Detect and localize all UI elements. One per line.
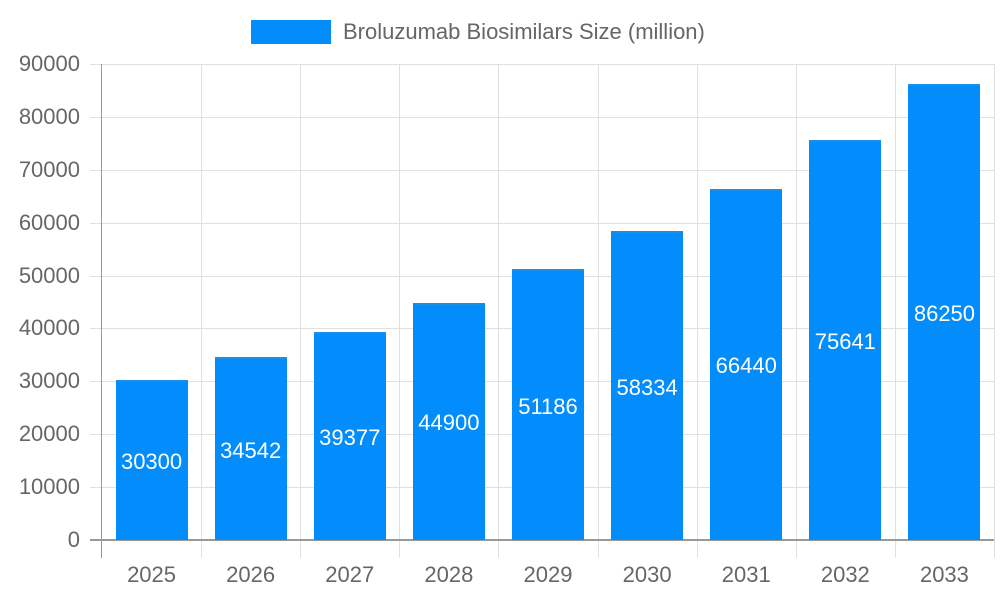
bar-value-label: 66440 bbox=[715, 353, 777, 379]
x-axis-tick-label: 2030 bbox=[622, 562, 672, 587]
bar[interactable]: 51186 bbox=[512, 269, 584, 540]
y-axis-tick-label: 70000 bbox=[18, 156, 80, 182]
gridline-vertical bbox=[498, 64, 499, 558]
x-axis-tick-label: 2033 bbox=[919, 562, 969, 587]
x-axis-tick-label: 2027 bbox=[325, 562, 375, 587]
bar-value-label: 51186 bbox=[518, 393, 578, 419]
gridline-horizontal bbox=[90, 170, 994, 171]
bar-value-label: 58334 bbox=[616, 374, 678, 400]
y-axis-tick-label: 90000 bbox=[18, 51, 80, 76]
y-axis-tick-label: 40000 bbox=[18, 315, 80, 341]
gridline-vertical bbox=[598, 64, 599, 558]
x-axis bbox=[90, 539, 994, 541]
gridline-horizontal bbox=[90, 223, 994, 224]
x-axis-tick-label: 2026 bbox=[226, 562, 276, 587]
gridline-vertical bbox=[796, 64, 797, 558]
y-axis-tick-label: 50000 bbox=[18, 262, 80, 288]
bar[interactable]: 30300 bbox=[115, 379, 188, 540]
x-axis-tick-label: 2025 bbox=[127, 562, 177, 587]
bar-value-label: 34542 bbox=[220, 437, 282, 463]
bar[interactable]: 34542 bbox=[214, 357, 287, 540]
legend-label: Broluzumab Biosimilars Size (million) bbox=[343, 19, 705, 44]
y-axis-tick-label: 10000 bbox=[18, 474, 80, 500]
bar-value-label: 30300 bbox=[120, 448, 183, 474]
gridline-vertical bbox=[201, 64, 202, 558]
y-axis bbox=[101, 64, 102, 558]
x-axis-tick-label: 2032 bbox=[820, 562, 870, 587]
gridline-horizontal bbox=[90, 64, 994, 65]
gridline-vertical bbox=[895, 64, 896, 558]
gridline-vertical bbox=[994, 64, 995, 558]
chart-legend[interactable]: Broluzumab Biosimilars Size (million) bbox=[251, 19, 705, 44]
y-axis-tick-label: 30000 bbox=[18, 368, 80, 394]
legend-swatch bbox=[251, 20, 331, 44]
gridline-vertical bbox=[697, 64, 698, 558]
x-axis-tick-label: 2028 bbox=[424, 562, 474, 587]
gridline-vertical bbox=[300, 64, 301, 558]
y-axis-tick-label: 20000 bbox=[18, 421, 80, 447]
x-axis-tick-label: 2031 bbox=[721, 562, 771, 587]
bar[interactable]: 66440 bbox=[710, 188, 783, 540]
gridline-vertical bbox=[399, 64, 400, 558]
bar-value-label: 39377 bbox=[319, 424, 381, 450]
gridline-horizontal bbox=[90, 117, 994, 118]
bar-value-label: 44900 bbox=[418, 410, 480, 436]
bar-value-label: 75641 bbox=[814, 328, 876, 354]
bar[interactable]: 39377 bbox=[313, 331, 386, 540]
bar[interactable]: 58334 bbox=[611, 231, 684, 540]
y-axis-tick-label: 0 bbox=[67, 527, 80, 552]
bar-value-label: 86250 bbox=[913, 300, 976, 326]
bar[interactable]: 86250 bbox=[908, 83, 981, 540]
bar[interactable]: 75641 bbox=[809, 139, 882, 540]
x-axis-tick-label: 2029 bbox=[523, 562, 573, 587]
y-axis-tick-label: 80000 bbox=[18, 103, 80, 129]
y-axis-tick-label: 60000 bbox=[18, 209, 80, 235]
bar[interactable]: 44900 bbox=[412, 302, 485, 540]
